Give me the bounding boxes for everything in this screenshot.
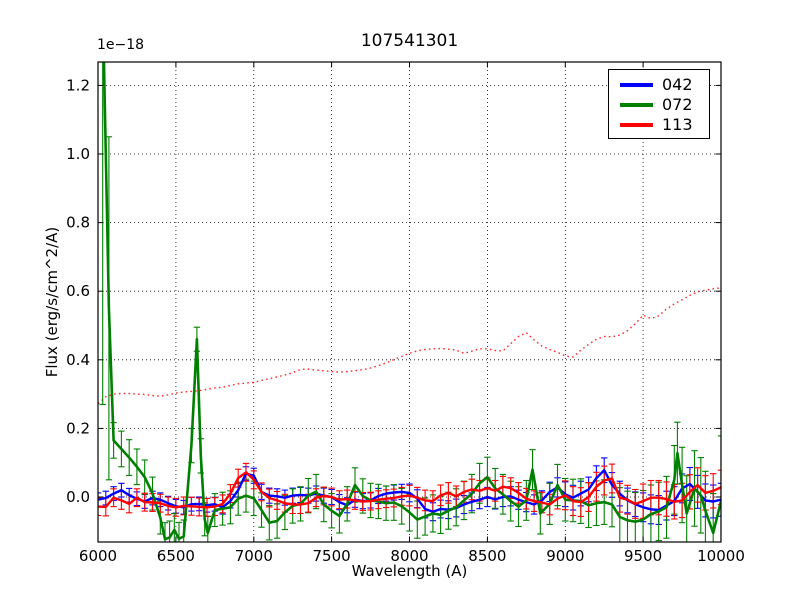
series-line-113 xyxy=(98,471,721,509)
y-axis-label: Flux (erg/s/cm^2/A) xyxy=(43,226,61,378)
x-tick-label: 7000 xyxy=(235,547,273,565)
y-axis-offset-label: 1e−18 xyxy=(97,37,145,53)
y-tick-label: 0.0 xyxy=(66,488,90,506)
legend-line-swatch-113 xyxy=(620,123,653,127)
y-tick-label: 0.4 xyxy=(66,351,90,369)
x-axis-label: Wavelength (A) xyxy=(351,562,468,580)
y-tick-label: 0.8 xyxy=(66,214,90,232)
legend-label-042: 042 xyxy=(662,75,693,94)
x-tick-label: 8500 xyxy=(468,547,506,565)
x-tick-label: 7500 xyxy=(313,547,351,565)
y-tick-label: 0.6 xyxy=(66,282,90,300)
legend-entry-072: 072 xyxy=(620,95,709,115)
legend-label-113: 113 xyxy=(662,115,693,134)
legend-entry-042: 042 xyxy=(620,75,709,95)
legend-label-072: 072 xyxy=(662,95,693,114)
legend: 042 072 113 xyxy=(608,69,710,139)
x-tick-label: 10000 xyxy=(697,547,745,565)
x-tick-label: 8000 xyxy=(390,547,428,565)
y-tick-label: 1.2 xyxy=(66,76,90,94)
x-tick-label: 9500 xyxy=(624,547,662,565)
legend-line-swatch-072 xyxy=(620,103,653,107)
x-tick-label: 6000 xyxy=(79,547,117,565)
legend-line-swatch-042 xyxy=(620,83,653,87)
series-line-072 xyxy=(102,62,721,541)
y-tick-label: 1.0 xyxy=(66,145,90,163)
x-tick-label: 6500 xyxy=(157,547,195,565)
y-tick-label: 0.2 xyxy=(66,419,90,437)
plot-title: 107541301 xyxy=(360,31,459,51)
legend-entry-113: 113 xyxy=(620,115,709,135)
x-tick-label: 9000 xyxy=(546,547,584,565)
